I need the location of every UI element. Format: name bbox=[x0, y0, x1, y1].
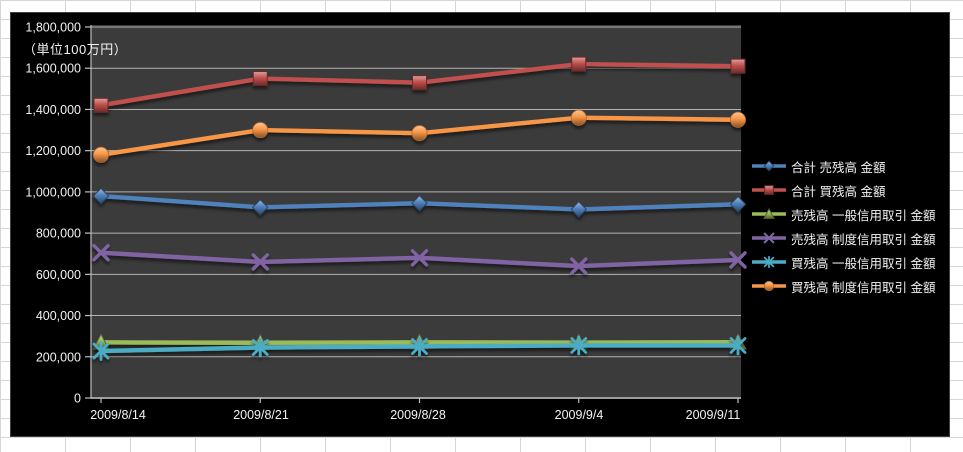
series-5-marker[interactable] bbox=[252, 122, 269, 139]
series-4-marker[interactable] bbox=[251, 337, 269, 358]
series-0-marker[interactable] bbox=[729, 195, 747, 213]
legend-item[interactable]: 合計 売残高 金額 bbox=[751, 154, 947, 178]
legend-label: 合計 売残高 金額 bbox=[791, 160, 886, 175]
series-3-marker[interactable] bbox=[92, 243, 110, 262]
legend-label: 買残高 制度信用取引 金額 bbox=[791, 280, 936, 295]
unit-label: （単位100万円） bbox=[23, 42, 128, 57]
x-axis-category-label: 2009/9/4 bbox=[555, 408, 604, 422]
series-4-marker[interactable] bbox=[92, 341, 110, 361]
series-1-marker[interactable] bbox=[571, 56, 587, 72]
legend-label: 売残高 制度信用取引 金額 bbox=[791, 232, 936, 247]
legend-label: 合計 買残高 金額 bbox=[791, 184, 886, 199]
x-axis-category-label: 2009/8/28 bbox=[390, 408, 446, 422]
series-1-marker[interactable] bbox=[93, 97, 109, 113]
series-4-marker[interactable] bbox=[411, 336, 428, 357]
legend-label: 買残高 一般信用取引 金額 bbox=[791, 256, 936, 271]
series-0-marker[interactable] bbox=[251, 199, 269, 216]
legend-item[interactable]: 合計 買残高 金額 bbox=[751, 178, 947, 202]
y-axis-tick-label: 1,000,000 bbox=[25, 185, 81, 199]
y-axis-tick-label: 200,000 bbox=[36, 350, 81, 364]
series-3-group bbox=[92, 243, 747, 275]
series-5-marker[interactable] bbox=[411, 125, 428, 142]
series-4-marker[interactable] bbox=[729, 335, 747, 356]
series-1-group bbox=[93, 56, 746, 113]
series-3-marker[interactable] bbox=[729, 251, 747, 269]
y-axis-tick-label: 0 bbox=[74, 392, 81, 406]
series-5-marker[interactable] bbox=[570, 109, 587, 126]
legend-marker-asterisk-icon bbox=[752, 255, 786, 269]
legend-item[interactable]: 売残高 制度信用取引 金額 bbox=[751, 226, 947, 250]
legend-marker-diamond-icon bbox=[752, 160, 786, 172]
series-5-marker[interactable] bbox=[93, 146, 110, 163]
series-5-group bbox=[93, 109, 747, 163]
x-axis-category-label: 2009/9/11 bbox=[686, 408, 741, 422]
legend-item[interactable]: 買残高 一般信用取引 金額 bbox=[751, 250, 947, 274]
legend-marker-x-cross-icon bbox=[752, 232, 786, 244]
y-axis-tick-label: 600,000 bbox=[36, 268, 81, 282]
series-0-marker[interactable] bbox=[411, 194, 428, 212]
chart-legend[interactable]: 合計 売残高 金額 合計 買残高 金額売残高 一般信用取引 金額 売残高 制度信用取… bbox=[751, 154, 947, 298]
series-0-marker[interactable] bbox=[92, 187, 110, 205]
line-chart-plot: 0 200,000 400,000 600,000 800,000 1,000,000 1,… bbox=[25, 21, 747, 422]
legend-marker-circle-icon bbox=[752, 280, 786, 292]
y-axis-tick-label: 1,600,000 bbox=[25, 62, 81, 76]
series-1-marker[interactable] bbox=[252, 71, 268, 87]
y-axis-tick-label: 1,400,000 bbox=[25, 103, 81, 117]
series-3-marker[interactable] bbox=[410, 249, 429, 267]
series-0-marker[interactable] bbox=[570, 201, 588, 218]
y-axis-tick-label: 1,200,000 bbox=[25, 144, 81, 158]
legend-item[interactable]: 売残高 一般信用取引 金額 bbox=[751, 202, 947, 226]
series-5-marker[interactable] bbox=[730, 111, 747, 128]
x-axis-category-label: 2009/8/14 bbox=[90, 408, 146, 422]
series-4-group bbox=[92, 335, 747, 361]
series-4-marker[interactable] bbox=[570, 335, 588, 356]
y-axis-tick-label: 1,800,000 bbox=[25, 21, 81, 35]
x-axis-category-label: 2009/8/21 bbox=[233, 408, 289, 422]
y-axis-tick-label: 400,000 bbox=[36, 309, 81, 323]
chart-area[interactable]: 0 200,000 400,000 600,000 800,000 1,000,000 1,… bbox=[10, 12, 950, 437]
series-3-marker[interactable] bbox=[251, 253, 269, 271]
series-3-marker[interactable] bbox=[570, 257, 588, 275]
y-axis-tick-label: 800,000 bbox=[36, 227, 81, 241]
series-1-marker[interactable] bbox=[412, 75, 427, 91]
legend-item[interactable]: 買残高 制度信用取引 金額 bbox=[751, 274, 947, 298]
legend-marker-square-icon bbox=[752, 185, 786, 195]
series-1-marker[interactable] bbox=[730, 58, 746, 74]
series-0-group bbox=[92, 187, 747, 218]
legend-label: 売残高 一般信用取引 金額 bbox=[791, 208, 936, 223]
legend-marker-triangle-icon bbox=[752, 207, 786, 219]
